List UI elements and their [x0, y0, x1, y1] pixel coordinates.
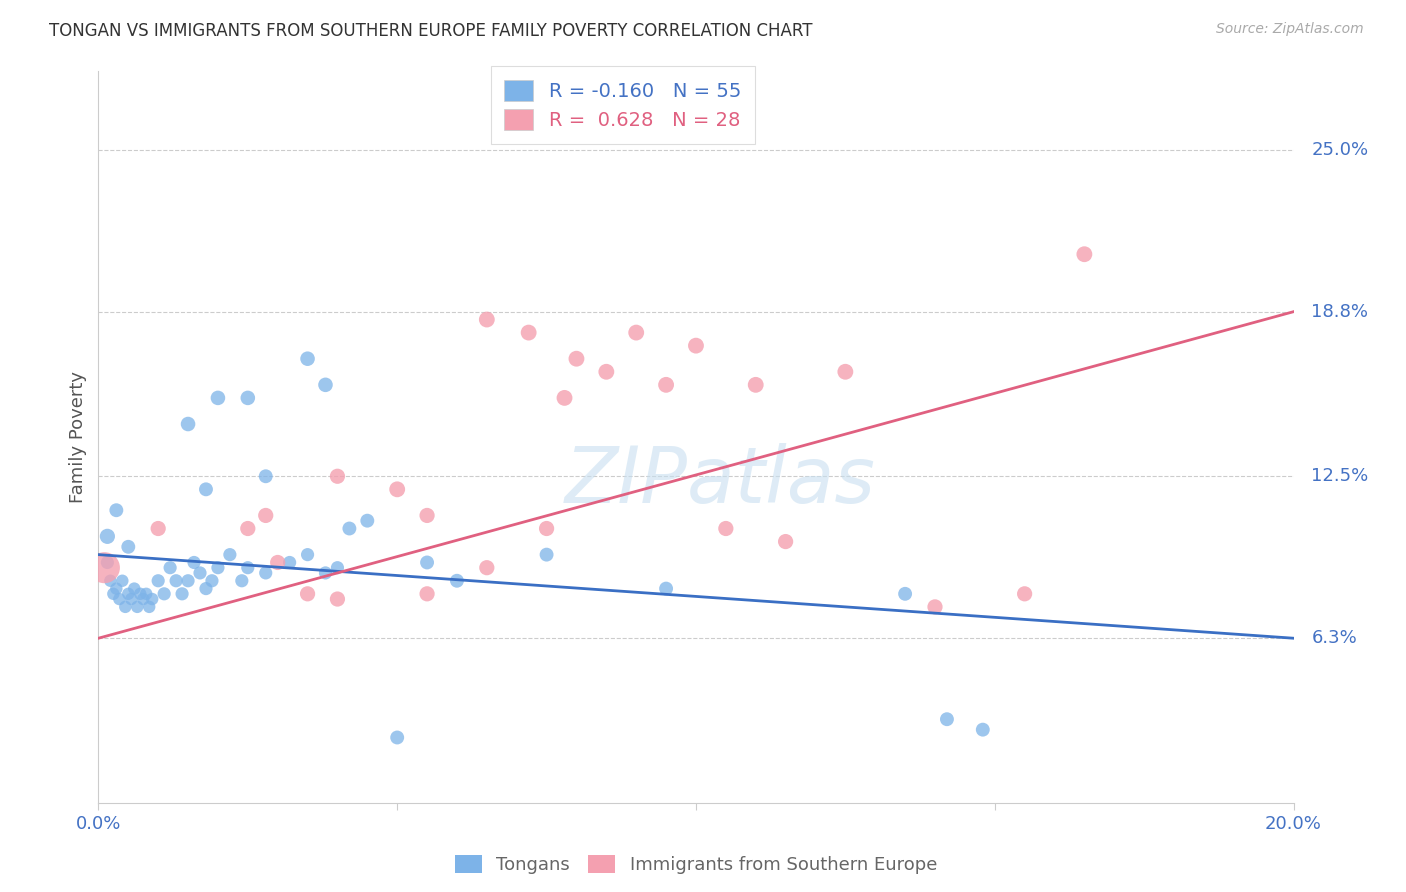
- Point: [536, 548, 558, 562]
- Point: [626, 326, 648, 340]
- Point: [595, 365, 617, 379]
- Point: [1014, 587, 1036, 601]
- Point: [195, 582, 218, 596]
- Point: [1073, 247, 1095, 261]
- Point: [207, 560, 229, 574]
- Point: [124, 582, 146, 596]
- Point: [267, 556, 290, 570]
- Text: 25.0%: 25.0%: [1312, 141, 1368, 159]
- Point: [297, 548, 319, 562]
- Point: [236, 560, 259, 574]
- Point: [278, 556, 301, 570]
- Text: 6.3%: 6.3%: [1312, 629, 1357, 648]
- Point: [108, 592, 131, 607]
- Point: [96, 529, 118, 543]
- Point: [517, 326, 540, 340]
- Point: [924, 599, 946, 614]
- Point: [135, 587, 157, 601]
- Point: [201, 574, 224, 588]
- Point: [111, 574, 134, 588]
- Legend: Tongans, Immigrants from Southern Europe: Tongans, Immigrants from Southern Europe: [447, 847, 945, 881]
- Point: [117, 587, 139, 601]
- Point: [714, 521, 737, 535]
- Point: [356, 514, 378, 528]
- Point: [236, 521, 259, 535]
- Point: [936, 712, 959, 726]
- Point: [207, 391, 229, 405]
- Point: [972, 723, 994, 737]
- Point: [554, 391, 576, 405]
- Point: [165, 574, 187, 588]
- Point: [96, 556, 118, 570]
- Point: [326, 592, 349, 607]
- Point: [834, 365, 856, 379]
- Point: [138, 599, 160, 614]
- Point: [93, 560, 115, 574]
- Point: [114, 599, 136, 614]
- Point: [565, 351, 588, 366]
- Text: TONGAN VS IMMIGRANTS FROM SOUTHERN EUROPE FAMILY POVERTY CORRELATION CHART: TONGAN VS IMMIGRANTS FROM SOUTHERN EUROP…: [49, 22, 813, 40]
- Point: [120, 592, 142, 607]
- Point: [98, 574, 122, 588]
- Point: [132, 592, 155, 607]
- Point: [475, 560, 498, 574]
- Text: 18.8%: 18.8%: [1312, 302, 1368, 321]
- Point: [685, 339, 707, 353]
- Point: [416, 587, 439, 601]
- Point: [159, 560, 181, 574]
- Point: [188, 566, 211, 580]
- Point: [183, 556, 205, 570]
- Point: [446, 574, 468, 588]
- Point: [172, 587, 194, 601]
- Text: Source: ZipAtlas.com: Source: ZipAtlas.com: [1216, 22, 1364, 37]
- Point: [254, 508, 277, 523]
- Point: [105, 582, 128, 596]
- Point: [655, 582, 678, 596]
- Y-axis label: Family Poverty: Family Poverty: [69, 371, 87, 503]
- Point: [219, 548, 242, 562]
- Point: [177, 417, 200, 431]
- Point: [148, 574, 170, 588]
- Text: ZIPatlas: ZIPatlas: [564, 443, 876, 519]
- Point: [385, 483, 409, 497]
- Point: [315, 566, 337, 580]
- Point: [475, 312, 498, 326]
- Point: [117, 540, 139, 554]
- Point: [894, 587, 917, 601]
- Point: [536, 521, 558, 535]
- Point: [231, 574, 253, 588]
- Point: [326, 469, 349, 483]
- Point: [416, 508, 439, 523]
- Point: [195, 483, 218, 497]
- Point: [326, 560, 349, 574]
- Point: [339, 521, 361, 535]
- Point: [129, 587, 152, 601]
- Point: [297, 587, 319, 601]
- Text: 12.5%: 12.5%: [1312, 467, 1368, 485]
- Point: [254, 566, 277, 580]
- Point: [315, 377, 337, 392]
- Point: [385, 731, 409, 745]
- Point: [236, 391, 259, 405]
- Point: [127, 599, 149, 614]
- Point: [148, 521, 170, 535]
- Point: [153, 587, 176, 601]
- Point: [177, 574, 200, 588]
- Point: [103, 587, 125, 601]
- Point: [105, 503, 128, 517]
- Point: [745, 377, 768, 392]
- Point: [655, 377, 678, 392]
- Point: [141, 592, 163, 607]
- Point: [775, 534, 797, 549]
- Point: [254, 469, 277, 483]
- Point: [297, 351, 319, 366]
- Point: [416, 556, 439, 570]
